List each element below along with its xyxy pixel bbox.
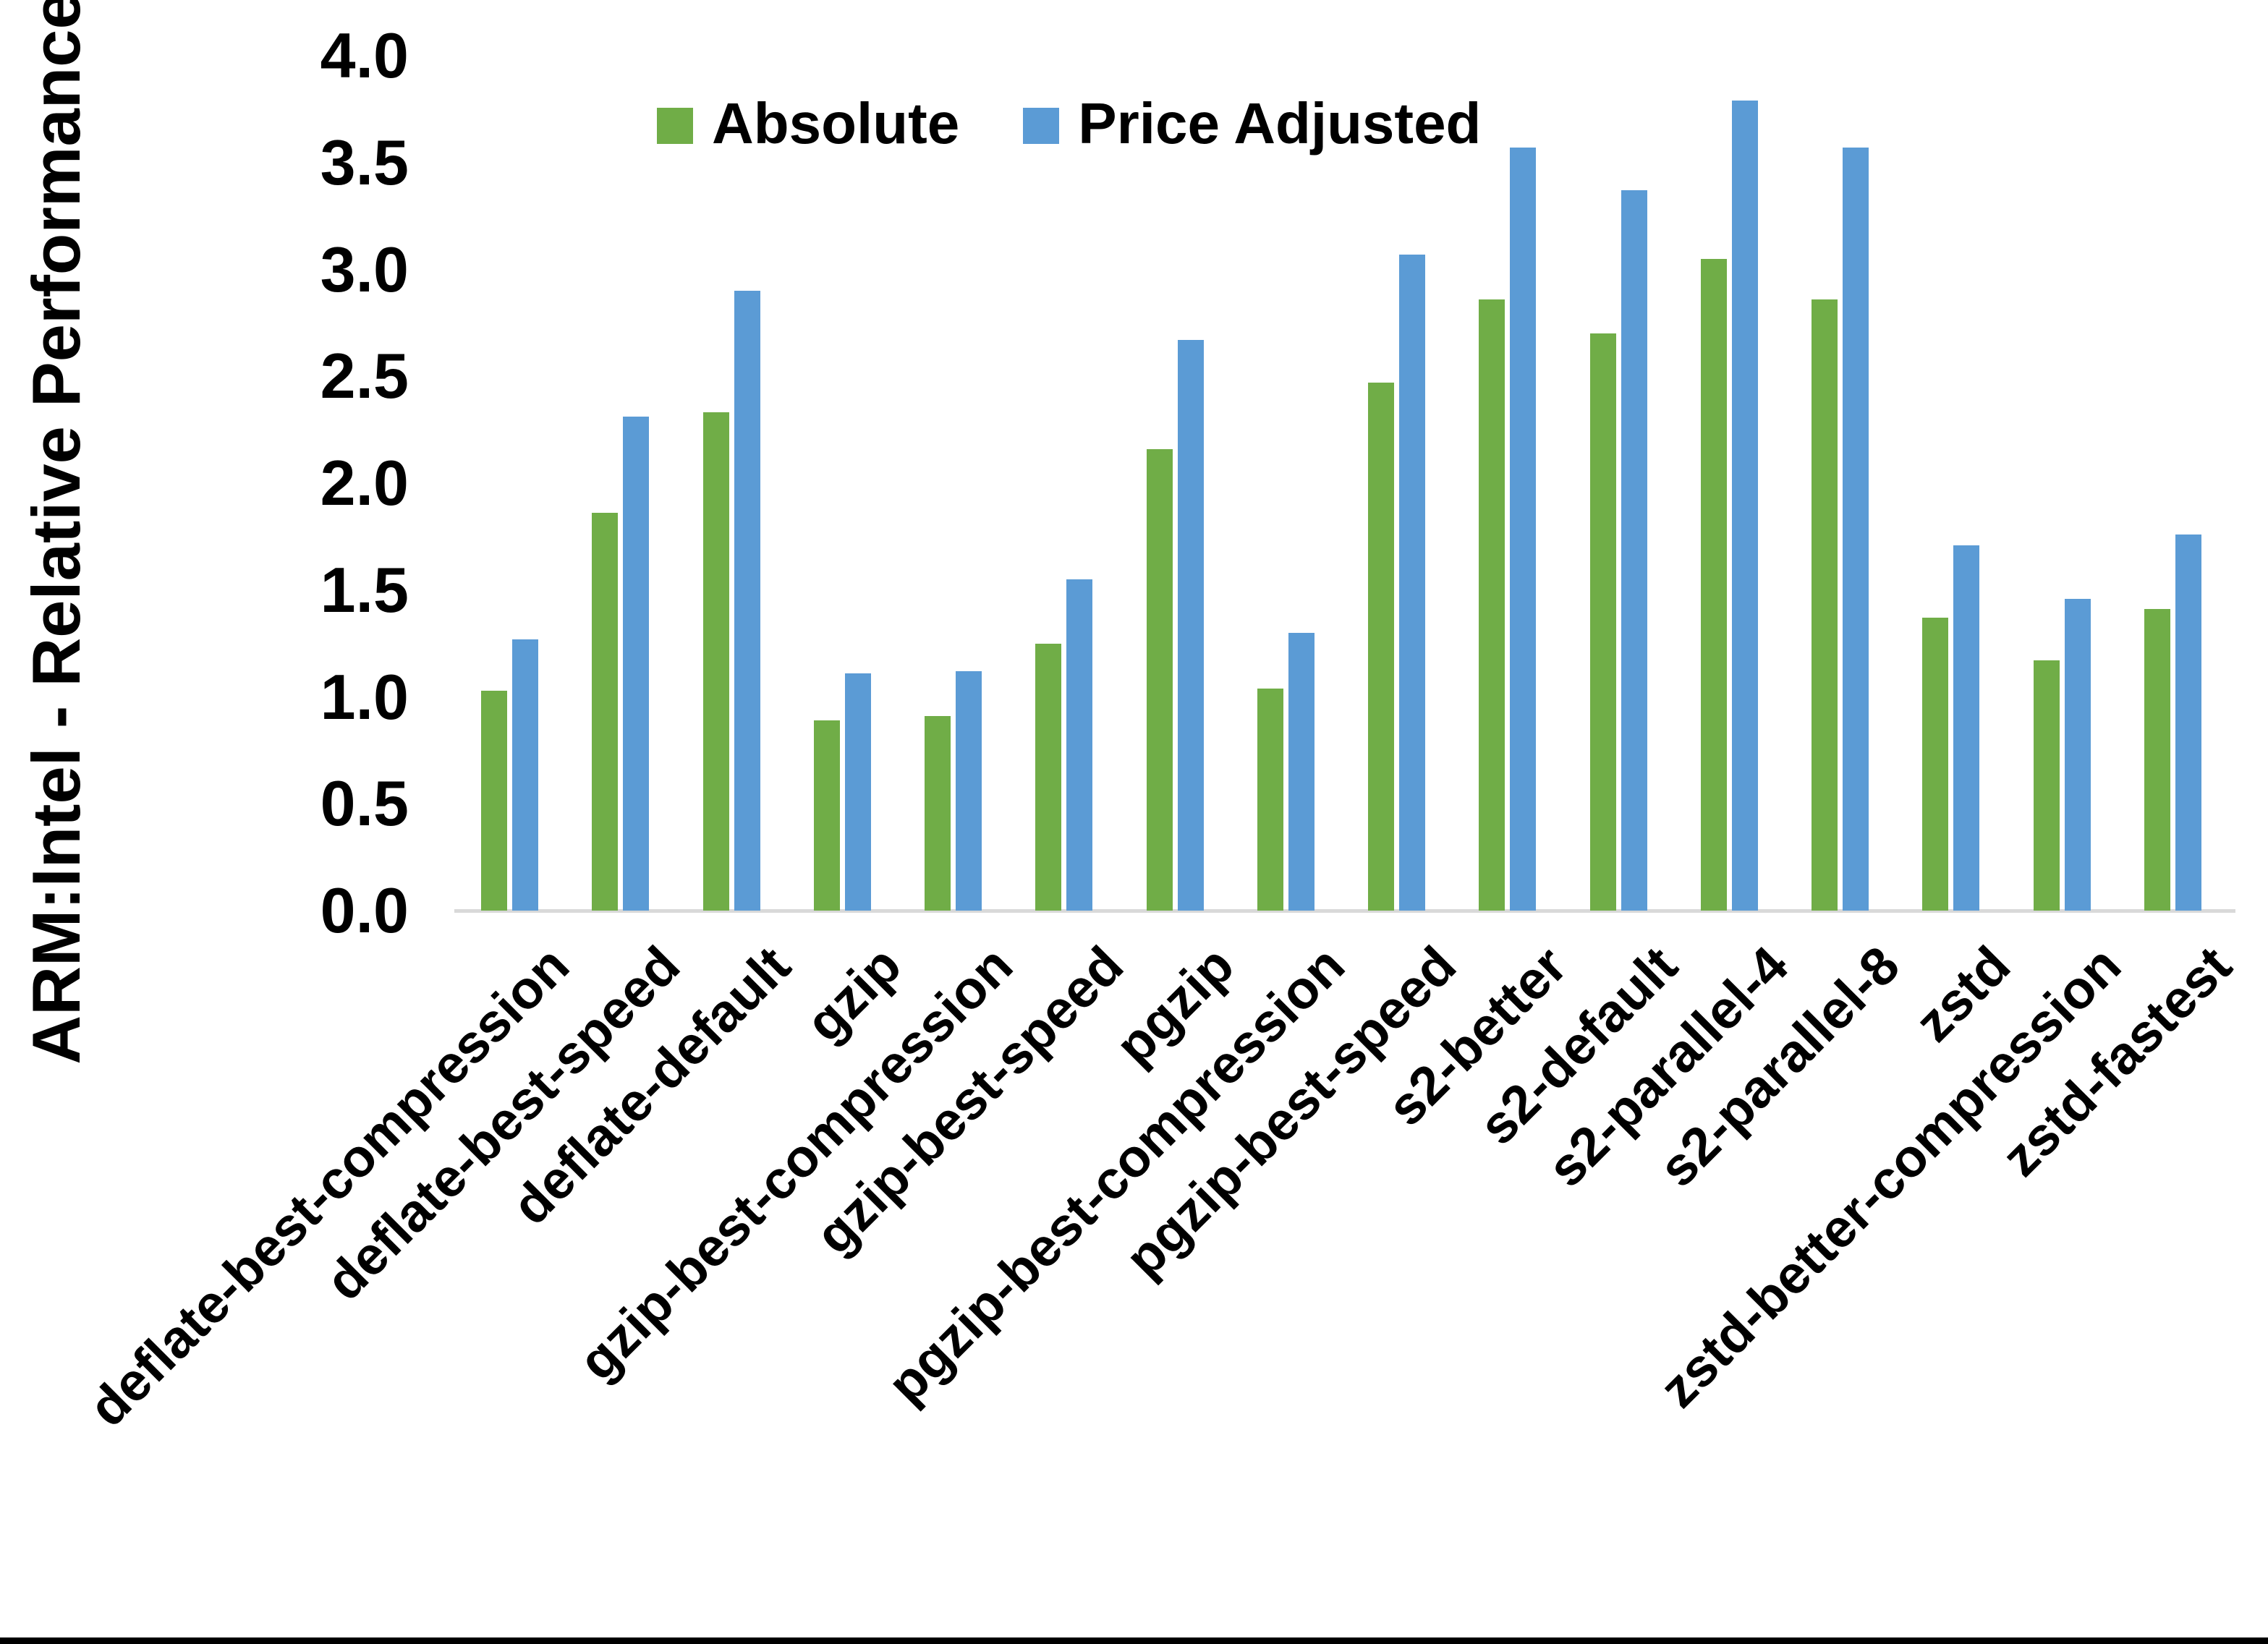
- bar-pgzip-absolute: [1147, 449, 1173, 911]
- bar-pgzip-best-compression-price-adjusted: [1288, 633, 1314, 911]
- legend: Absolute Price Adjusted: [657, 91, 1481, 161]
- bar-pgzip-price-adjusted: [1178, 340, 1204, 911]
- y-tick-label-3.0: 3.0: [320, 233, 409, 305]
- bar-gzip-best-speed-absolute: [1035, 644, 1061, 911]
- bar-s2-default-absolute: [1590, 333, 1616, 911]
- bar-gzip-price-adjusted: [845, 673, 871, 911]
- bar-deflate-best-compression-price-adjusted: [512, 639, 538, 911]
- legend-item-absolute: Absolute: [657, 95, 959, 157]
- y-tick-label-1.0: 1.0: [320, 660, 409, 733]
- bar-zstd-fastest-absolute: [2144, 609, 2170, 911]
- bar-s2-parallel-8-price-adjusted: [1843, 148, 1869, 911]
- bar-deflate-best-speed-price-adjusted: [623, 417, 649, 911]
- legend-swatch-price-adjusted: [1023, 108, 1060, 144]
- bar-s2-better-price-adjusted: [1510, 148, 1536, 911]
- legend-swatch-absolute: [657, 108, 693, 144]
- bar-deflate-best-speed-absolute: [592, 513, 618, 911]
- bar-gzip-best-speed-price-adjusted: [1066, 579, 1092, 911]
- bar-s2-better-absolute: [1479, 299, 1505, 911]
- bar-zstd-absolute: [1922, 618, 1948, 911]
- bar-gzip-absolute: [814, 720, 840, 911]
- y-tick-label-3.5: 3.5: [320, 126, 409, 198]
- bar-gzip-best-compression-price-adjusted: [956, 671, 982, 911]
- bar-deflate-best-compression-absolute: [481, 691, 507, 911]
- bar-s2-default-price-adjusted: [1621, 190, 1647, 911]
- y-tick-label-2.5: 2.5: [320, 340, 409, 412]
- bar-deflate-default-absolute: [703, 412, 729, 911]
- bar-pgzip-best-compression-absolute: [1257, 689, 1283, 911]
- bar-gzip-best-compression-absolute: [925, 716, 951, 911]
- bar-s2-parallel-8-absolute: [1812, 299, 1838, 911]
- y-axis-title: ARM:Intel - Relative Performance: [18, 0, 94, 1065]
- bar-pgzip-best-speed-absolute: [1368, 383, 1394, 911]
- bar-zstd-fastest-price-adjusted: [2175, 534, 2201, 911]
- x-axis-line: [454, 909, 2235, 913]
- bar-zstd-better-compression-price-adjusted: [2065, 599, 2091, 911]
- bar-pgzip-best-speed-price-adjusted: [1399, 255, 1425, 911]
- bar-zstd-better-compression-absolute: [2034, 660, 2060, 911]
- bar-deflate-default-price-adjusted: [734, 291, 760, 911]
- bottom-border-bar: [0, 1637, 2268, 1644]
- legend-label-price-adjusted: Price Adjusted: [1078, 91, 1482, 156]
- bar-s2-parallel-4-absolute: [1701, 259, 1727, 911]
- bar-s2-parallel-4-price-adjusted: [1732, 101, 1758, 911]
- y-tick-label-0.0: 0.0: [320, 874, 409, 946]
- y-tick-label-4.0: 4.0: [320, 20, 409, 91]
- y-tick-label-1.5: 1.5: [320, 553, 409, 626]
- bar-zstd-price-adjusted: [1953, 545, 1979, 911]
- y-tick-label-2.0: 2.0: [320, 447, 409, 519]
- y-tick-label-0.5: 0.5: [320, 767, 409, 840]
- legend-item-price-adjusted: Price Adjusted: [1023, 95, 1481, 157]
- legend-label-absolute: Absolute: [712, 91, 960, 156]
